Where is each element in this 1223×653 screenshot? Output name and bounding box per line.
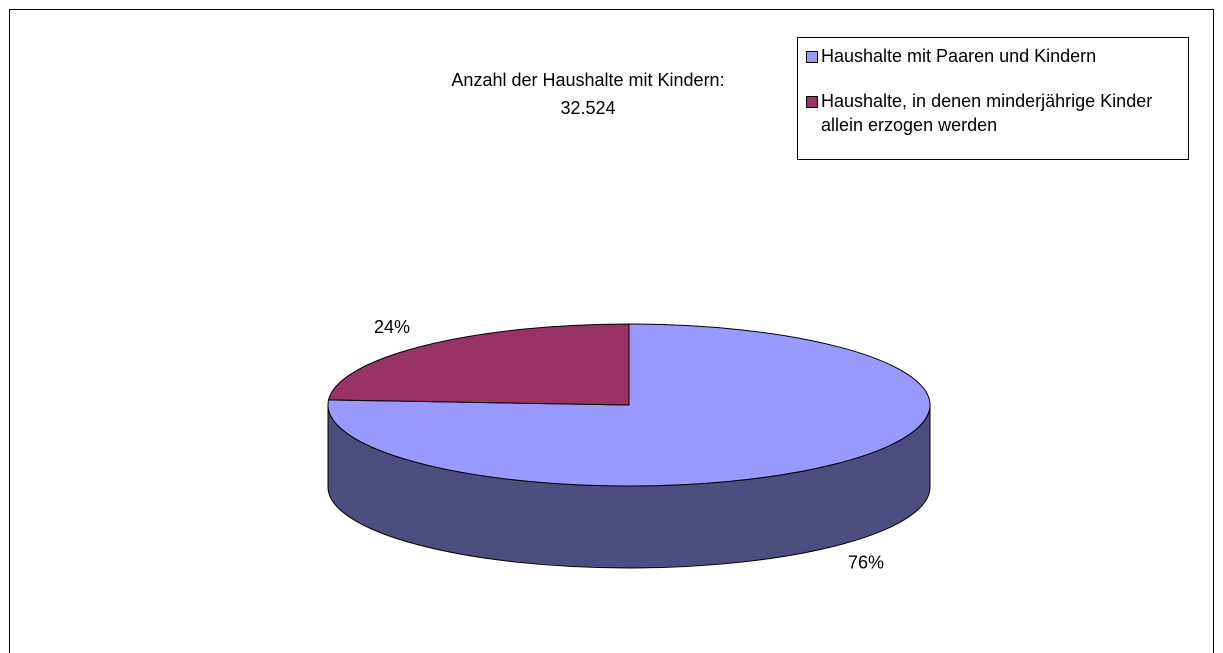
data-label: 24% — [374, 317, 410, 337]
chart-frame — [9, 9, 1214, 653]
legend: Haushalte mit Paaren und Kindern Haushalt… — [797, 37, 1189, 160]
legend-entry: Haushalte, in denen minderjährige Kinder… — [806, 89, 1182, 137]
legend-entry: Haushalte mit Paaren und Kindern — [806, 44, 1182, 68]
slice — [327, 323, 630, 406]
legend-label: Haushalte, in denen minderjährige Kinder… — [821, 91, 1153, 135]
legend-label: Haushalte mit Paaren und Kindern — [821, 46, 1097, 66]
data-label: 76% — [848, 553, 884, 573]
legend-swatch — [806, 96, 818, 108]
legend-swatch — [806, 51, 818, 63]
chart-title: Anzahl der Haushalte mit Kindern: 32.524 — [451, 70, 725, 118]
